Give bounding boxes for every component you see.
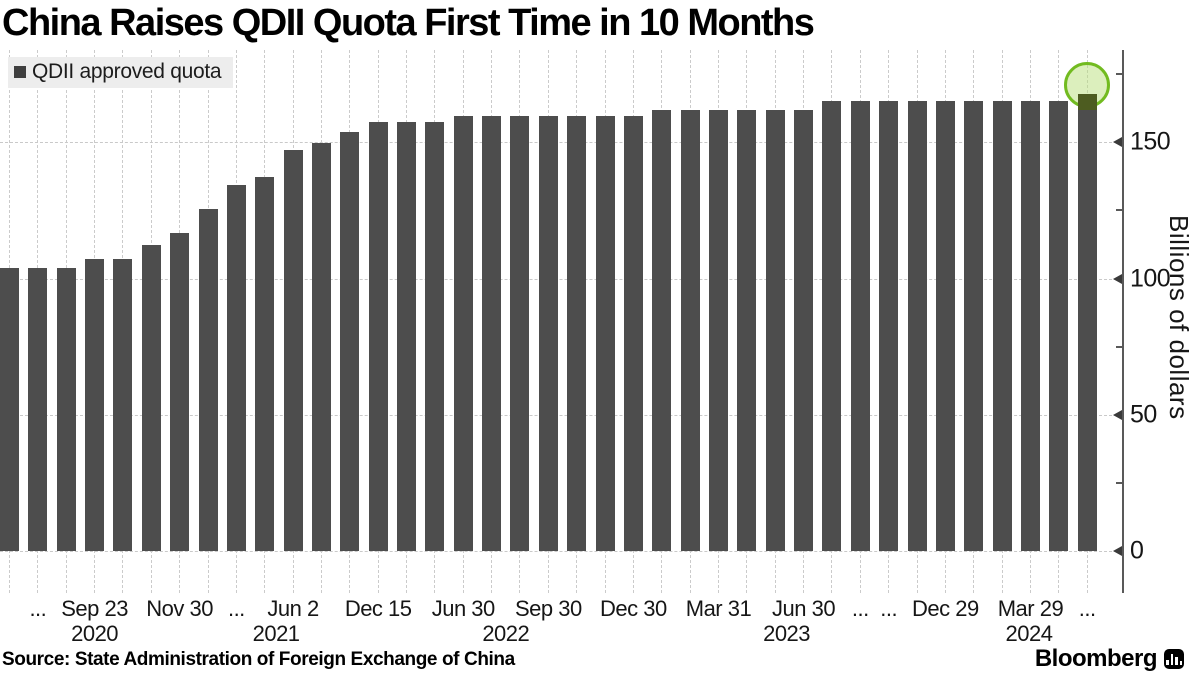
bar (311, 142, 331, 551)
horizontal-gridline (0, 142, 1122, 144)
x-tick-label: Mar 31 (685, 596, 752, 621)
horizontal-gridline (0, 278, 1122, 280)
bar (1049, 101, 1069, 551)
bar (28, 267, 48, 551)
legend-label: QDII approved quota (32, 60, 222, 83)
bar (283, 150, 303, 551)
bar (141, 244, 161, 551)
x-tick-label: ... (880, 596, 898, 621)
x-year-label: 2024 (1005, 621, 1053, 646)
bar (198, 209, 218, 551)
bar (907, 101, 927, 551)
y-tick-label: 0 (1130, 536, 1144, 565)
bar (652, 109, 672, 551)
bar (1077, 93, 1097, 551)
bar (680, 109, 700, 551)
bar (340, 131, 360, 551)
bloomberg-wordmark: Bloomberg (1034, 645, 1158, 672)
bloomberg-logo: Bloomberg (1035, 645, 1184, 673)
x-tick-label: ... (227, 596, 245, 621)
bar (170, 233, 190, 551)
bar (623, 115, 643, 551)
x-year-label: 2023 (763, 621, 811, 646)
bar (794, 109, 814, 551)
y-tick-arrow (1113, 137, 1122, 148)
horizontal-gridline (0, 551, 1122, 552)
x-tick-label: Sep 23 (61, 596, 128, 621)
bar (397, 122, 417, 551)
bar-chart-icon (1164, 649, 1184, 669)
bar (538, 115, 558, 551)
bar (765, 109, 785, 551)
bar (0, 267, 19, 551)
x-tick-label: ... (1078, 596, 1096, 621)
bar (595, 115, 615, 551)
x-tick-label: Dec 15 (344, 596, 412, 621)
bar (737, 109, 757, 551)
y-tick-arrow (1113, 546, 1122, 556)
x-tick-label: Jun 2 (267, 596, 319, 621)
y-minor-tick (1116, 481, 1123, 484)
bar (85, 258, 105, 551)
bar (482, 115, 502, 551)
y-minor-tick (1116, 73, 1123, 76)
y-tick-arrow (1113, 409, 1122, 420)
bar (567, 115, 587, 551)
y-tick-label: 50 (1130, 400, 1157, 429)
chart-title: China Raises QDII Quota First Time in 10… (2, 2, 815, 44)
bar (709, 109, 728, 551)
bar (255, 176, 275, 551)
y-tick-label: 100 (1130, 264, 1171, 292)
bar (368, 122, 388, 551)
y-tick-label: 150 (1130, 127, 1171, 156)
bar (992, 101, 1012, 551)
x-tick-label: Nov 30 (146, 596, 214, 621)
bar (453, 115, 473, 551)
y-tick-arrow (1113, 273, 1122, 284)
x-year-label: 2020 (71, 621, 119, 646)
x-tick-label: ... (29, 596, 47, 621)
x-tick-label: Dec 29 (912, 596, 979, 621)
highlight-increment-cap (1077, 93, 1097, 110)
bar (964, 101, 984, 551)
bar (56, 267, 76, 551)
source-note: Source: State Administration of Foreign … (2, 649, 515, 670)
legend: QDII approved quota (8, 57, 234, 88)
bar (935, 101, 955, 551)
bar (1020, 101, 1040, 551)
bar (850, 101, 870, 551)
legend-swatch (14, 66, 26, 78)
x-tick-label: Mar 29 (997, 596, 1064, 621)
bar (113, 258, 133, 551)
x-tick-label: Dec 30 (600, 596, 667, 621)
y-minor-tick (1116, 209, 1123, 212)
y-minor-tick (1116, 345, 1123, 348)
bar (226, 185, 246, 551)
x-tick-label: ... (851, 596, 869, 621)
horizontal-gridline (0, 414, 1122, 416)
x-tick-label: Jun 30 (772, 596, 836, 621)
y-axis-line (1122, 50, 1124, 593)
x-tick-label: Jun 30 (431, 596, 496, 621)
x-year-label: 2022 (482, 621, 530, 646)
y-axis-title: Billions of dollars (1164, 215, 1194, 420)
bar (879, 101, 899, 551)
bar (822, 101, 842, 551)
x-year-label: 2021 (252, 621, 300, 646)
bar (425, 122, 445, 551)
bar (510, 115, 530, 551)
x-tick-label: Sep 30 (514, 596, 582, 621)
